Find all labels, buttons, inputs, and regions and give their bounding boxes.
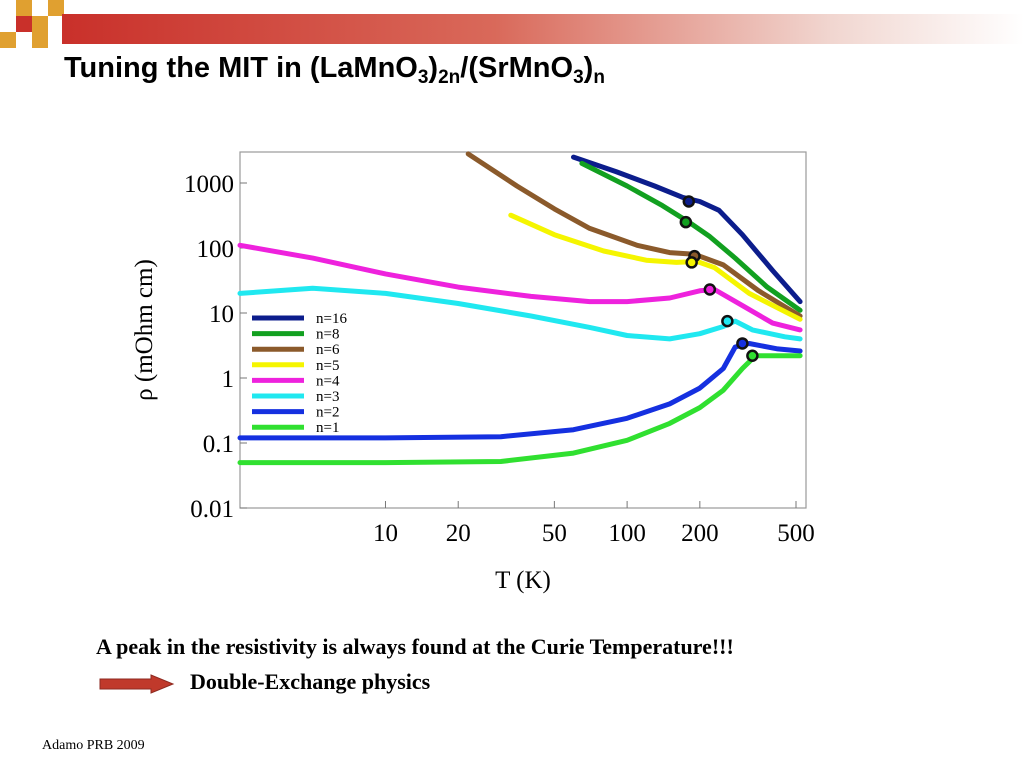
header-square-orange-4 <box>48 0 64 16</box>
header-square-orange-5 <box>32 32 48 48</box>
curie-temp-marker <box>682 195 696 208</box>
x-tick-label: 500 <box>777 520 815 547</box>
series-line-n-2 <box>237 341 803 441</box>
y-tick-label: 1000 <box>184 171 234 198</box>
curie-temp-marker <box>685 256 698 269</box>
y-axis-label: ρ (mOhm cm) <box>131 259 158 401</box>
curie-temp-marker <box>679 215 693 229</box>
header-gradient-bar <box>62 14 1024 44</box>
header-square-orange-1 <box>16 0 32 16</box>
series-line-n-16 <box>571 154 803 305</box>
resistivity-chart: 10 20 50 100 200 500 0.01 0.1 1 10 100 1000 n=16n=8… <box>131 151 815 594</box>
x-tick-label: 10 <box>373 520 398 547</box>
x-tick-label: 20 <box>446 520 471 547</box>
curie-temp-marker <box>703 283 717 296</box>
legend-label: n=3 <box>316 389 339 405</box>
conclusion-text: Double-Exchange physics <box>190 669 431 694</box>
series-line-n-4 <box>237 242 803 333</box>
y-tick-label: 0.01 <box>190 496 234 523</box>
series-line-n-8 <box>579 160 803 313</box>
legend-label: n=8 <box>316 327 339 343</box>
legend-label: n=1 <box>316 420 339 436</box>
legend-label: n=16 <box>316 311 347 327</box>
title-part: /(SrMnO <box>460 52 574 84</box>
title-subscript: 2n <box>438 67 461 88</box>
curie-temp-marker <box>721 314 734 328</box>
curie-temp-marker <box>746 349 759 362</box>
curie-temp-marker <box>736 337 749 350</box>
caption: A peak in the resistivity is always foun… <box>96 634 734 659</box>
title-subscript: 3 <box>573 67 584 88</box>
series-line-n-5 <box>508 212 803 322</box>
title-part: Tuning the MIT in (LaMnO <box>64 52 418 84</box>
header-square-orange-3 <box>0 32 16 48</box>
title-part: ) <box>428 52 439 84</box>
legend-label: n=6 <box>316 342 340 358</box>
plot-frame <box>239 151 807 509</box>
x-tick-label: 200 <box>681 520 719 547</box>
x-axis-label: T (K) <box>495 567 551 594</box>
series-line-n-6 <box>465 151 803 319</box>
x-tick-label: 100 <box>608 520 646 547</box>
y-tick-label: 100 <box>197 236 235 263</box>
title-subscript: 3 <box>417 67 429 88</box>
y-tick-label: 0.1 <box>203 431 234 458</box>
slide-title: Tuning the MIT in (LaMnO3)2n/(SrMnO3)n <box>64 52 605 89</box>
legend-label: n=5 <box>316 358 339 374</box>
legend-label: n=2 <box>316 405 339 421</box>
right-arrow-icon <box>99 674 175 694</box>
title-subscript: n <box>593 67 605 88</box>
series-line-n-3 <box>237 285 803 342</box>
citation: Adamo PRB 2009 <box>42 738 145 753</box>
header-square-orange-2 <box>32 16 48 32</box>
y-tick-label: 1 <box>222 366 235 393</box>
x-tick-label: 50 <box>542 520 567 547</box>
y-tick-label: 10 <box>209 301 234 328</box>
series-line-n-1 <box>237 353 803 466</box>
title-part: ) <box>583 52 594 84</box>
header-square-red <box>16 16 32 32</box>
legend-label: n=4 <box>316 373 340 389</box>
